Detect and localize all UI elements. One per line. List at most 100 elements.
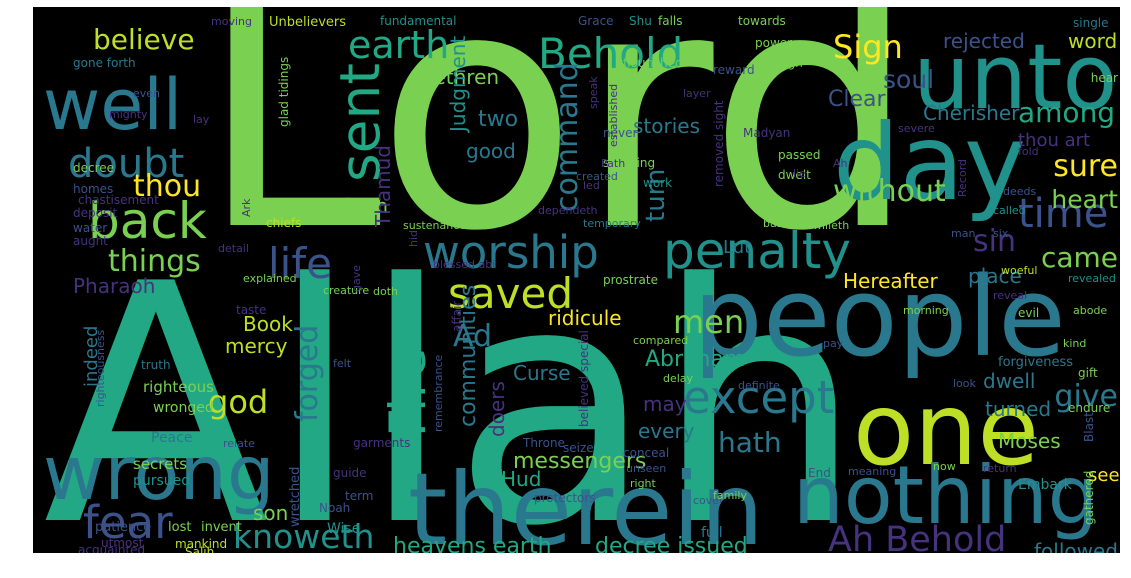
cloud-word: Ad — [453, 319, 493, 355]
cloud-word: ridicule — [548, 305, 622, 330]
cloud-word: even — [133, 86, 161, 100]
word-cloud: Lord Allah people unto day one therein nothing w… — [33, 7, 1120, 553]
cloud-word: evil — [1018, 306, 1040, 321]
cloud-word: Shu — [629, 14, 652, 29]
cloud-word: messengers — [513, 448, 647, 474]
cloud-word: six — [993, 226, 1009, 240]
cloud-word: hath — [718, 426, 782, 460]
cloud-word: taste — [236, 303, 267, 318]
cloud-word: fundamental — [380, 14, 457, 29]
cloud-word: decree issued — [595, 533, 748, 553]
cloud-word: Embark — [1018, 476, 1072, 493]
cloud-word: worship — [423, 226, 599, 280]
cloud-word: family — [713, 488, 747, 502]
cloud-word: Curse — [513, 360, 571, 385]
cloud-word: Record — [956, 158, 969, 197]
cloud-word: soul — [883, 64, 935, 94]
cloud-word: Lord — [198, 7, 918, 304]
cloud-word: reward — [713, 63, 755, 78]
cloud-word: believe — [93, 23, 195, 57]
cloud-word: Hud — [501, 466, 542, 491]
cloud-word: doubt — [68, 141, 185, 188]
cloud-word: single — [1073, 16, 1109, 31]
cloud-word: conceal — [623, 446, 670, 461]
cloud-word: mankind — [175, 537, 228, 552]
cloud-word: earth — [348, 22, 450, 67]
cloud-word: dependeth — [538, 203, 598, 217]
cloud-word: Salih — [185, 545, 215, 553]
cloud-word: detail — [218, 241, 249, 255]
cloud-word: gone forth — [73, 56, 136, 71]
cloud-word: abode — [1073, 303, 1108, 317]
cloud-word: moving — [211, 14, 252, 28]
cloud-word: prostrate — [603, 273, 658, 288]
cloud-word: followed — [1034, 538, 1118, 553]
cloud-word: glad tidings — [277, 56, 291, 127]
cloud-word: layer — [683, 86, 711, 100]
cloud-word: passed — [778, 148, 821, 163]
cloud-word: gathered — [1082, 470, 1096, 525]
cloud-word: forged — [290, 324, 325, 422]
cloud-word: back — [88, 192, 207, 250]
cloud-word: work — [643, 176, 673, 191]
cloud-word: Allah — [43, 214, 864, 553]
cloud-word: good — [466, 138, 516, 163]
cloud-word: guide — [333, 466, 367, 481]
cloud-word: explained — [243, 271, 297, 285]
cloud-word: wretched — [288, 466, 303, 527]
cloud-word: well — [43, 63, 183, 146]
cloud-word: man — [951, 226, 976, 240]
cloud-word: penalty — [663, 222, 851, 280]
cloud-word: one — [853, 371, 1040, 488]
cloud-word: delay — [663, 371, 694, 385]
cloud-word: acquainted — [78, 543, 146, 553]
cloud-word: Book — [243, 311, 293, 336]
cloud-word: remembrance — [432, 354, 445, 432]
cloud-word: protectors — [534, 491, 596, 506]
cloud-word: severe — [898, 121, 935, 135]
cloud-word: Peace — [151, 429, 193, 446]
cloud-word: garments — [353, 436, 411, 451]
cloud-word: revealed — [1068, 271, 1116, 285]
cloud-word: established — [607, 83, 620, 147]
cloud-word: Behold — [538, 28, 684, 78]
cloud-word: gave — [350, 264, 363, 292]
cloud-word: aught — [73, 234, 108, 249]
cloud-word: Unbelievers — [269, 15, 347, 31]
cloud-word: unseen — [626, 461, 667, 475]
cloud-word: truth — [141, 358, 171, 373]
cloud-word: utmost — [101, 536, 144, 551]
cloud-word: Path — [601, 156, 626, 170]
cloud-word: invent — [201, 520, 242, 536]
cloud-word: righteousness — [94, 329, 107, 407]
cloud-word: woeful — [1001, 263, 1038, 277]
cloud-word: sustenance — [403, 218, 467, 232]
cloud-word: creature — [323, 283, 370, 297]
cloud-word: righteous — [143, 377, 214, 396]
cloud-word: may — [643, 391, 687, 416]
cloud-word: give — [1054, 379, 1118, 415]
cloud-word: design — [763, 56, 803, 71]
cloud-word: Throne — [523, 436, 565, 451]
cloud-word: definite — [738, 378, 780, 392]
cloud-word: deeds — [1003, 184, 1037, 198]
cloud-word: turned — [985, 396, 1052, 421]
cloud-word: pay — [823, 336, 844, 350]
cloud-word: doth — [373, 284, 398, 298]
cloud-word: now — [933, 459, 956, 473]
cloud-word: day — [833, 101, 1027, 224]
cloud-word: knoweth — [233, 516, 375, 553]
cloud-word: Clear — [828, 86, 886, 112]
cloud-word: men — [673, 302, 745, 341]
cloud-word: Cherisher — [923, 100, 1020, 125]
cloud-word: time — [1018, 191, 1109, 238]
cloud-word: forgiveness — [998, 355, 1073, 371]
cloud-word: without — [833, 174, 946, 210]
cloud-word: except — [683, 371, 835, 425]
cloud-word: brethren — [413, 64, 500, 89]
cloud-word: Ah Behold — [828, 520, 1007, 553]
cloud-word: fold — [1018, 144, 1039, 158]
cloud-word: falls — [658, 14, 683, 29]
cloud-word: see — [1088, 465, 1120, 487]
cloud-word: power — [755, 36, 793, 51]
